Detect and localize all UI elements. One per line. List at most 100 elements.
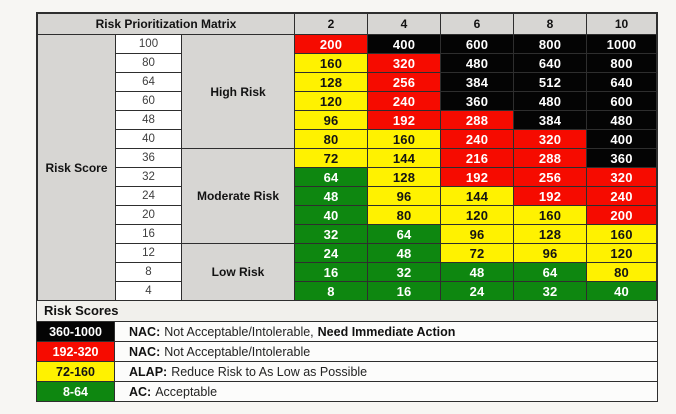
matrix-cell: 800 xyxy=(586,53,657,73)
matrix-cell: 128 xyxy=(367,167,441,187)
matrix-cell: 160 xyxy=(367,129,441,149)
column-header: 10 xyxy=(586,13,657,35)
matrix-cell: 256 xyxy=(513,167,587,187)
legend-abbr: AC: xyxy=(129,384,152,399)
matrix-cell: 400 xyxy=(586,129,657,149)
matrix-cell: 32 xyxy=(367,262,441,282)
matrix-cell: 1000 xyxy=(586,34,657,54)
score-cell: 12 xyxy=(115,243,182,263)
matrix-cell: 640 xyxy=(513,53,587,73)
score-cell: 80 xyxy=(115,53,182,73)
matrix-cell: 320 xyxy=(586,167,657,187)
score-cell: 40 xyxy=(115,129,182,149)
matrix-cell: 360 xyxy=(440,91,514,111)
matrix-cell: 16 xyxy=(367,281,441,301)
matrix-cell: 40 xyxy=(294,205,368,225)
matrix-row: 36 Moderate Risk 72 144 216 288 360 xyxy=(38,148,657,244)
score-cell: 48 xyxy=(115,110,182,130)
matrix-cell: 80 xyxy=(367,205,441,225)
matrix-row: 32 64 128 192 256 320 xyxy=(38,167,657,187)
legend-text: Not Acceptable/Intolerable xyxy=(164,344,311,359)
matrix-cell: 288 xyxy=(440,110,514,130)
row-axis-label: Risk Score xyxy=(37,34,116,301)
legend-abbr: NAC: xyxy=(129,324,161,339)
score-cell: 16 xyxy=(115,224,182,244)
matrix-cell: 480 xyxy=(440,53,514,73)
matrix-cell: 96 xyxy=(294,110,368,130)
matrix-cell: 80 xyxy=(586,262,657,282)
matrix-cell: 48 xyxy=(440,262,514,282)
legend-range-swatch: 192-320 xyxy=(37,342,115,361)
matrix-row: 24 48 96 144 192 240 xyxy=(38,186,657,206)
score-cell: 32 xyxy=(115,167,182,187)
matrix-cell: 600 xyxy=(440,34,514,54)
matrix-cell: 160 xyxy=(586,224,657,244)
risk-group-label: High Risk xyxy=(181,34,295,149)
matrix-cell: 200 xyxy=(294,34,368,54)
matrix-cell: 320 xyxy=(367,53,441,73)
risk-matrix-sheet: Risk Prioritization Matrix 2 4 6 8 10 Risk S… xyxy=(36,12,658,402)
matrix-cell: 32 xyxy=(513,281,587,301)
matrix-row: 64 128 256 384 512 640 xyxy=(38,72,657,92)
matrix-row: 16 32 64 96 128 160 xyxy=(38,224,657,244)
matrix-cell: 64 xyxy=(294,167,368,187)
matrix-cell: 192 xyxy=(513,186,587,206)
legend-range-swatch: 8-64 xyxy=(37,382,115,401)
matrix-cell: 64 xyxy=(367,224,441,244)
score-cell: 60 xyxy=(115,91,182,111)
legend-description: NAC: Not Acceptable/Intolerable xyxy=(115,342,657,361)
matrix-cell: 512 xyxy=(513,72,587,92)
matrix-cell: 64 xyxy=(513,262,587,282)
legend-row: 72-160 ALAP: Reduce Risk to As Low as Poss… xyxy=(37,362,657,382)
matrix-cell: 288 xyxy=(513,148,587,168)
matrix-cell: 400 xyxy=(367,34,441,54)
matrix-row: 40 80 160 240 320 400 xyxy=(38,129,657,149)
risk-group-label: Moderate Risk xyxy=(181,148,295,244)
score-cell: 8 xyxy=(115,262,182,282)
column-header: 8 xyxy=(513,13,587,35)
score-cell: 36 xyxy=(115,148,182,168)
risk-scores-legend: 360-1000 NAC: Not Acceptable/Intolerable, N… xyxy=(37,322,657,401)
matrix-row: 4 8 16 24 32 40 xyxy=(38,281,657,301)
matrix-title: Risk Prioritization Matrix xyxy=(37,13,295,35)
legend-description: AC: Acceptable xyxy=(115,382,657,401)
matrix-cell: 120 xyxy=(586,243,657,263)
matrix-cell: 72 xyxy=(440,243,514,263)
legend-abbr: NAC: xyxy=(129,344,161,359)
matrix-cell: 256 xyxy=(367,72,441,92)
legend-range-swatch: 72-160 xyxy=(37,362,115,381)
matrix-cell: 600 xyxy=(586,91,657,111)
legend-bold-suffix: Need Immediate Action xyxy=(317,324,456,339)
matrix-cell: 384 xyxy=(440,72,514,92)
matrix-header-row: Risk Prioritization Matrix 2 4 6 8 10 xyxy=(37,13,657,35)
matrix-cell: 192 xyxy=(367,110,441,130)
matrix-cell: 160 xyxy=(294,53,368,73)
matrix-row: Risk Score 100 High Risk 200 400 600 800 1000 xyxy=(37,34,657,301)
score-cell: 24 xyxy=(115,186,182,206)
matrix-cell: 480 xyxy=(513,91,587,111)
matrix-row: 8 16 32 48 64 80 xyxy=(38,262,657,282)
matrix-row: 12 Low Risk 24 48 72 96 120 xyxy=(38,243,657,301)
legend-description: NAC: Not Acceptable/Intolerable, Need Imme… xyxy=(115,322,657,341)
matrix-cell: 8 xyxy=(294,281,368,301)
matrix-cell: 192 xyxy=(440,167,514,187)
legend-range-swatch: 360-1000 xyxy=(37,322,115,341)
legend-description: ALAP: Reduce Risk to As Low as Possible xyxy=(115,362,657,381)
matrix-row: 60 120 240 360 480 600 xyxy=(38,91,657,111)
matrix-cell: 480 xyxy=(586,110,657,130)
matrix-cell: 160 xyxy=(513,205,587,225)
score-cell: 64 xyxy=(115,72,182,92)
legend-row: 360-1000 NAC: Not Acceptable/Intolerable, N… xyxy=(37,322,657,342)
matrix-cell: 200 xyxy=(586,205,657,225)
matrix-cell: 320 xyxy=(513,129,587,149)
matrix-cell: 640 xyxy=(586,72,657,92)
score-cell: 100 xyxy=(115,34,182,54)
legend-row: 192-320 NAC: Not Acceptable/Intolerable xyxy=(37,342,657,362)
matrix-cell: 96 xyxy=(367,186,441,206)
matrix-cell: 128 xyxy=(294,72,368,92)
matrix-cell: 48 xyxy=(367,243,441,263)
matrix-row: 80 160 320 480 640 800 xyxy=(38,53,657,73)
matrix-row: 48 96 192 288 384 480 xyxy=(38,110,657,130)
legend-abbr: ALAP: xyxy=(129,364,168,379)
matrix-cell: 216 xyxy=(440,148,514,168)
